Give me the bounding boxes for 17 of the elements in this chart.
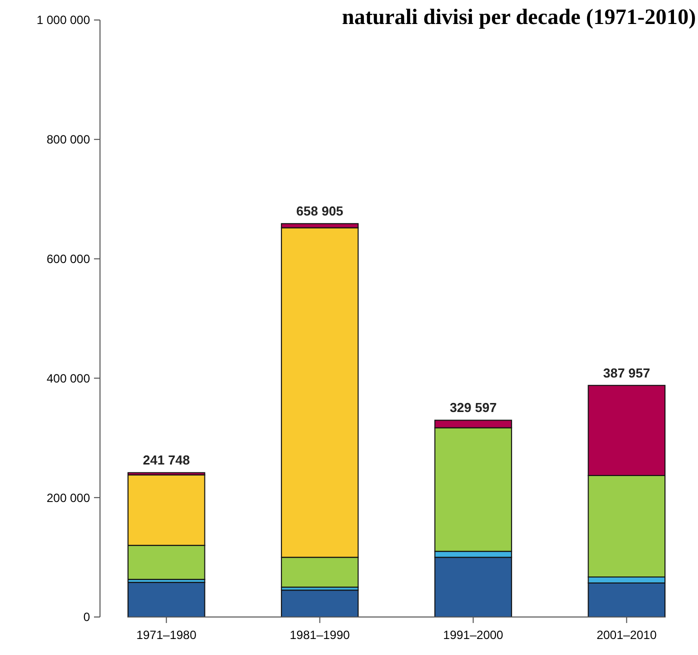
total-label: 329 597: [450, 400, 497, 416]
y-tick-label: 400 000: [46, 371, 90, 386]
bar: [280, 590, 359, 618]
x-tick-label: 1981–1990: [290, 628, 350, 642]
x-tick-label: 1991–2000: [443, 628, 504, 642]
y-tick-label: 600 000: [46, 252, 90, 266]
bar: [128, 582, 206, 618]
total-label: 387 957: [603, 365, 650, 380]
x-tick-label: 1971–1980: [136, 628, 197, 642]
x-tick-label: 2001–2010: [596, 628, 657, 642]
chart-title: naturali divisi per decade (1971-2010): [342, 4, 696, 29]
y-tick-label: 200 000: [46, 490, 90, 505]
y-tick-label: 0: [83, 610, 90, 624]
total-label: 658 905: [296, 204, 344, 219]
y-tick-label: 800 000: [46, 132, 90, 147]
y-tick-label: 1 000 000: [36, 13, 90, 28]
total-label: 241 748: [142, 452, 190, 468]
